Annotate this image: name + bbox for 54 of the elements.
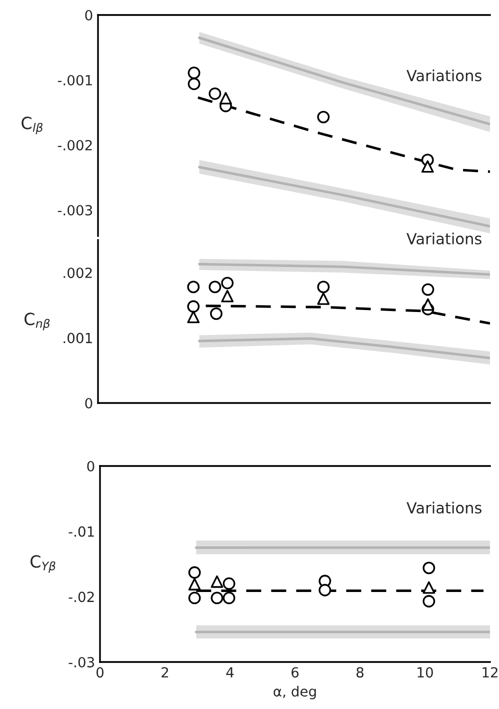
y-tick-label: 0 xyxy=(85,10,92,20)
point xyxy=(221,290,234,302)
point xyxy=(317,110,330,124)
y-axis-title: C$_{nβ}$ xyxy=(24,312,50,330)
y-tick-label: .001 xyxy=(64,332,92,344)
x-tick-label: 6 xyxy=(292,667,299,678)
point xyxy=(422,298,434,311)
point xyxy=(210,592,224,604)
point xyxy=(210,307,222,320)
point xyxy=(188,592,201,604)
y-tick-label: -.03 xyxy=(68,656,94,668)
y-tick-label: -.01 xyxy=(68,526,94,537)
point xyxy=(422,562,436,574)
x-axis-title: α, deg xyxy=(274,686,316,700)
point xyxy=(187,280,200,294)
y-axis-title: C$_{Yβ}$ xyxy=(30,555,56,573)
x-tick-label: 0 xyxy=(96,667,104,678)
y-tick-label: -.02 xyxy=(68,592,94,602)
y-tick-label: -.002 xyxy=(58,140,92,150)
point xyxy=(317,280,330,294)
annotation: Variations xyxy=(406,502,482,514)
point xyxy=(221,276,234,290)
point xyxy=(422,283,434,296)
point xyxy=(422,595,436,608)
x-tick-label: 4 xyxy=(226,667,234,678)
point xyxy=(421,160,434,173)
point xyxy=(222,577,236,590)
x-tick-label: 8 xyxy=(356,667,364,678)
y-tick-label: -.003 xyxy=(58,204,92,216)
point xyxy=(187,300,200,313)
y-axis-title: C$_{lβ}$ xyxy=(22,116,42,134)
point xyxy=(222,592,236,604)
point xyxy=(188,566,201,579)
point xyxy=(208,87,222,100)
x-tick-label: 10 xyxy=(418,667,433,678)
point xyxy=(318,584,332,596)
y-tick-label: -.001 xyxy=(58,74,92,86)
x-tick-label: 2 xyxy=(162,667,168,678)
point xyxy=(210,575,224,588)
point xyxy=(188,78,200,90)
annotation: Variations xyxy=(406,69,482,82)
point xyxy=(187,310,200,324)
annotation: Variations xyxy=(406,232,482,244)
line-series xyxy=(198,337,490,360)
x-tick-label: 12 xyxy=(482,667,498,678)
point xyxy=(188,578,201,590)
point xyxy=(422,581,436,594)
y-tick-label: 0 xyxy=(85,398,92,408)
point xyxy=(208,280,222,294)
y-tick-label: 0 xyxy=(87,460,94,472)
point xyxy=(188,66,200,80)
point xyxy=(220,92,232,104)
point xyxy=(317,292,330,305)
y-tick-label: .002 xyxy=(64,268,92,278)
